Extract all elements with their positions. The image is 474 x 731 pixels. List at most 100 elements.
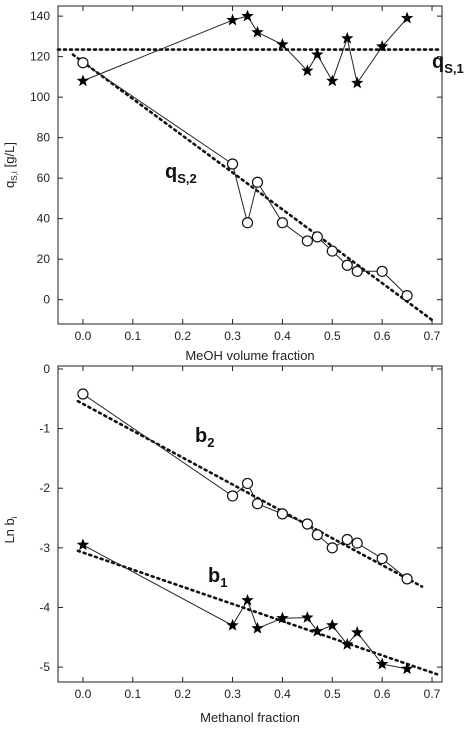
- star-marker: [226, 13, 239, 26]
- star-marker: [341, 31, 354, 44]
- x-tick-label: 0.6: [374, 687, 391, 701]
- star-marker: [311, 48, 324, 60]
- circle-marker: [241, 217, 254, 229]
- y-axis-label: Ln bi: [2, 516, 19, 543]
- y-tick-label: -5: [39, 660, 50, 674]
- series-label-b1: b1: [208, 565, 227, 590]
- star-marker: [301, 64, 314, 77]
- y-tick-label: 140: [30, 9, 50, 23]
- series-label-qs1: qS,1: [432, 51, 464, 76]
- circle-marker: [241, 477, 254, 490]
- star-marker: [226, 618, 239, 631]
- y-tick-label: -3: [39, 541, 50, 555]
- y-axis-label-main: q: [2, 181, 17, 188]
- data-lines: [82, 15, 408, 296]
- star-marker: [400, 11, 414, 24]
- x-tick-label: 0.7: [424, 687, 441, 701]
- series-label-b2: b2: [195, 425, 214, 450]
- star-marker: [375, 40, 389, 52]
- circle-marker: [351, 537, 363, 549]
- x-tick-label: 0.4: [274, 687, 291, 701]
- chart-qs: 0.0 0.1 0.2 0.3 0.4 0.5 0.6 0.7 0 20 40 60 80 100 120…: [2, 5, 464, 363]
- x-tick-label: 0.5: [324, 329, 341, 343]
- circle-marker: [401, 573, 413, 585]
- star-marker: [326, 618, 339, 631]
- star-marker: [241, 9, 254, 22]
- circle-marker: [77, 388, 89, 400]
- circle-marker: [311, 529, 323, 541]
- y-axis-label-sub: S,i: [10, 171, 19, 181]
- x-axis-label: MeOH volume fraction: [185, 348, 314, 363]
- circle-marker: [301, 518, 313, 530]
- circle-marker: [311, 231, 323, 243]
- y-tick-label: 0: [43, 293, 50, 307]
- circle-marker: [276, 217, 289, 229]
- x-tick-label: 0.0: [75, 687, 92, 701]
- circle-marker: [251, 498, 264, 510]
- y-tick-label: -4: [39, 600, 50, 614]
- x-tick-label: 0.3: [224, 329, 241, 343]
- y-tick-label: 80: [37, 131, 51, 145]
- x-tick-label: 0.1: [124, 329, 141, 343]
- star-marker: [400, 662, 414, 675]
- y-axis-label: qS,i [g/L]: [2, 142, 19, 188]
- plot-frame: [57, 5, 443, 325]
- y-axis-label-unit: [g/L]: [2, 142, 17, 167]
- data-markers: [76, 9, 414, 302]
- circle-marker: [226, 158, 239, 170]
- star-marker: [351, 626, 364, 638]
- star-marker: [301, 611, 314, 623]
- star-marker: [326, 74, 339, 87]
- y-tick-label: -1: [39, 422, 50, 436]
- y-tick-label: 20: [37, 252, 51, 266]
- circle-marker: [77, 57, 89, 69]
- plot-frame: [57, 365, 443, 683]
- star-marker: [276, 611, 289, 624]
- y-axis-label-main: Ln b: [2, 518, 17, 543]
- star-marker: [251, 621, 264, 634]
- circle-marker: [226, 490, 239, 502]
- y-tick-label: 40: [37, 212, 51, 226]
- x-tick-label: 0.4: [274, 329, 291, 343]
- star-marker: [276, 37, 289, 50]
- x-tick-label: 0.2: [174, 687, 191, 701]
- data-lines: [82, 393, 408, 670]
- star-marker: [375, 657, 389, 670]
- circle-marker: [341, 533, 353, 546]
- circle-marker: [251, 176, 264, 188]
- star-marker: [341, 637, 354, 650]
- circle-marker: [376, 552, 388, 565]
- circle-marker: [376, 265, 388, 277]
- star-marker: [251, 25, 264, 38]
- y-axis-label-sub: i: [10, 516, 19, 518]
- chart-lnb: 0.0 0.1 0.2 0.3 0.4 0.5 0.6 0.7 0 -1 -2 -3 -4 -5 Met…: [2, 362, 443, 725]
- y-axis: 0 -1 -2 -3 -4 -5: [39, 362, 442, 674]
- circle-marker: [301, 235, 313, 247]
- fit-line: [71, 53, 434, 322]
- series-label-qs2: qS,2: [165, 161, 197, 186]
- y-tick-label: -2: [39, 481, 50, 495]
- x-tick-label: 0.1: [124, 687, 141, 701]
- y-axis: 0 20 40 60 80 100 120 140: [30, 9, 442, 307]
- y-tick-label: 120: [30, 50, 50, 64]
- star-marker: [76, 74, 90, 87]
- fit-line: [76, 399, 424, 588]
- star-marker: [351, 76, 364, 89]
- x-tick-label: 0.0: [75, 329, 92, 343]
- x-tick-label: 0.3: [224, 687, 241, 701]
- x-tick-label: 0.6: [374, 329, 391, 343]
- star-marker: [76, 538, 90, 551]
- fit-line: [76, 549, 439, 676]
- circle-marker: [326, 542, 338, 554]
- star-marker: [241, 593, 254, 606]
- x-axis: 0.0 0.1 0.2 0.3 0.4 0.5 0.6 0.7: [75, 366, 441, 701]
- circle-marker: [326, 245, 338, 257]
- y-tick-label: 0: [43, 362, 50, 376]
- x-tick-label: 0.5: [324, 687, 341, 701]
- star-marker: [311, 624, 324, 637]
- fit-lines: [76, 399, 439, 676]
- y-tick-label: 100: [30, 90, 50, 104]
- x-tick-label: 0.7: [424, 329, 441, 343]
- x-tick-label: 0.2: [174, 329, 191, 343]
